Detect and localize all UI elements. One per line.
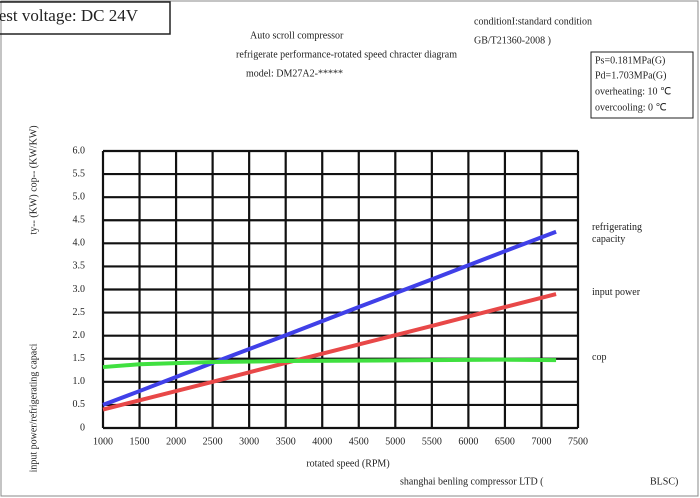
series-label: cop [592, 352, 607, 363]
series-line [102, 292, 557, 412]
condition: GB/T21360-2008 ) [474, 35, 551, 46]
x-tick-label: 2500 [203, 436, 223, 447]
y-axis-label: ty-- (KW) cop-- (KW/KW) [28, 125, 39, 234]
x-tick-label: 6500 [495, 436, 515, 447]
x-tick-label: 7500 [568, 436, 588, 447]
x-tick-label: 4500 [349, 436, 369, 447]
x-tick-label: 6000 [458, 436, 478, 447]
series-label: refrigerating capacity [592, 222, 642, 245]
condition: conditionI:standard condition [474, 16, 592, 27]
parameter: Ps=0.181MPa(G) [595, 55, 665, 66]
title-line: refrigerate performance-rotated speed ch… [236, 49, 457, 60]
x-axis-label: rotated speed (RPM) [306, 458, 389, 469]
y-tick-label: 0.5 [73, 399, 86, 410]
x-tick-label: 5500 [422, 436, 442, 447]
y-tick-label: 4.5 [73, 215, 86, 226]
x-tick-label: 2000 [166, 436, 186, 447]
series-line [102, 357, 557, 370]
y-axis-label: input power/refrigerating capaci [28, 343, 39, 472]
y-tick-label: 2.0 [73, 330, 86, 341]
series-line [102, 229, 557, 407]
series-label: input power [592, 287, 641, 298]
x-tick-label: 3000 [239, 436, 259, 447]
x-tick-label: 7000 [531, 436, 551, 447]
y-tick-label: 5.5 [73, 168, 86, 179]
y-tick-label: 2.5 [73, 307, 86, 318]
title-line: Auto scroll compressor [250, 30, 344, 41]
voltage: test voltage: DC 24V [0, 6, 139, 25]
x-tick-label: 4000 [312, 436, 332, 447]
voltage-box [0, 1, 171, 35]
y-tick-label: 4.0 [73, 238, 86, 249]
y-tick-label: 1.0 [73, 376, 86, 387]
parameter: overcooling: 0 ℃ [595, 102, 667, 113]
y-tick-label: 0 [80, 422, 85, 433]
y-tick-label: 3.5 [73, 261, 86, 272]
y-tick-label: 1.5 [73, 353, 86, 364]
x-tick-label: 5000 [385, 436, 405, 447]
x-tick-label: 1000 [93, 436, 113, 447]
title-line: model: DM27A2-***** [246, 68, 343, 79]
y-tick-label: 6.0 [73, 145, 86, 156]
parameter: overheating: 10 ℃ [595, 86, 671, 97]
parameter: Pd=1.703MPa(G) [595, 70, 666, 81]
footer: BLSC) [650, 476, 678, 487]
parameter-box [590, 51, 694, 119]
y-tick-label: 5.0 [73, 191, 86, 202]
footer: shanghai benling compressor LTD ( [400, 476, 544, 487]
y-tick-label: 3.0 [73, 284, 86, 295]
x-tick-label: 3500 [276, 436, 296, 447]
x-tick-label: 1500 [130, 436, 150, 447]
